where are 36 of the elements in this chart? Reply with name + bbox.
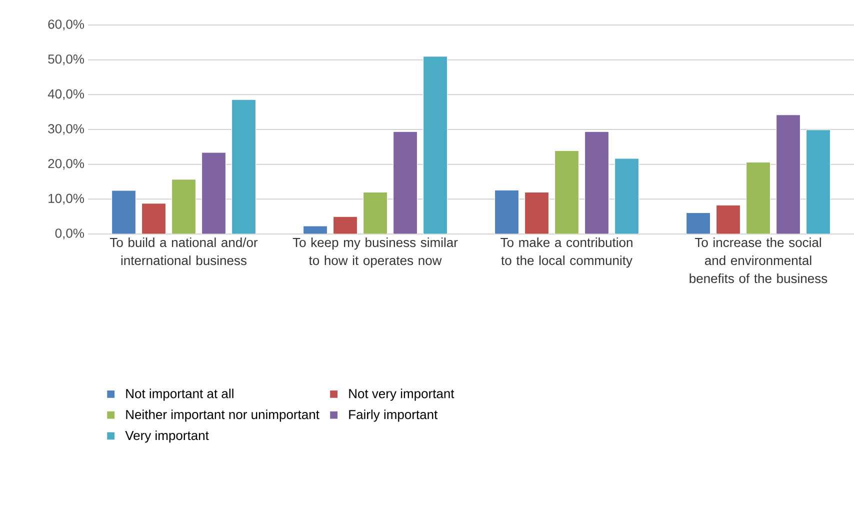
bar bbox=[422, 56, 448, 234]
legend-label: Not important at all bbox=[126, 388, 234, 401]
bar bbox=[201, 152, 226, 234]
bar bbox=[716, 204, 741, 234]
x-tick-label: To keep my business similar to how it operates now bbox=[292, 238, 458, 268]
y-tick-label: 10,0% bbox=[48, 194, 84, 205]
bar bbox=[362, 192, 388, 234]
bar bbox=[171, 179, 196, 234]
y-tick-label: 40,0% bbox=[48, 89, 84, 100]
bar bbox=[494, 190, 520, 234]
bar bbox=[554, 150, 580, 234]
legend-label: Neither important nor unimportant bbox=[126, 410, 320, 422]
y-tick-label: 20,0% bbox=[48, 158, 84, 170]
bar bbox=[111, 190, 136, 234]
bar bbox=[332, 216, 358, 234]
bar bbox=[524, 192, 550, 234]
bar bbox=[806, 130, 831, 234]
bar bbox=[776, 114, 801, 234]
x-tick-label: To build a national and/or international business bbox=[110, 238, 258, 266]
x-tick-label: To make a contribution to the local community bbox=[500, 238, 632, 268]
legend-label: Very important bbox=[125, 430, 209, 443]
y-tick-label: 60,0% bbox=[48, 20, 84, 30]
y-tick-label: 0,0% bbox=[55, 228, 84, 240]
bar bbox=[584, 131, 610, 234]
x-tick-label: To increase the social and environmental benefits of the business bbox=[690, 238, 828, 284]
bar bbox=[302, 226, 328, 234]
bar bbox=[686, 212, 711, 234]
bar bbox=[746, 162, 771, 234]
bar bbox=[231, 99, 256, 234]
bar bbox=[141, 203, 166, 234]
legend-label: Not very important bbox=[349, 388, 454, 401]
legend-label: Fairly important bbox=[349, 410, 438, 422]
bar bbox=[614, 158, 640, 234]
bar bbox=[392, 131, 418, 234]
y-tick-label: 30,0% bbox=[48, 124, 84, 135]
y-tick-label: 50,0% bbox=[48, 54, 84, 66]
